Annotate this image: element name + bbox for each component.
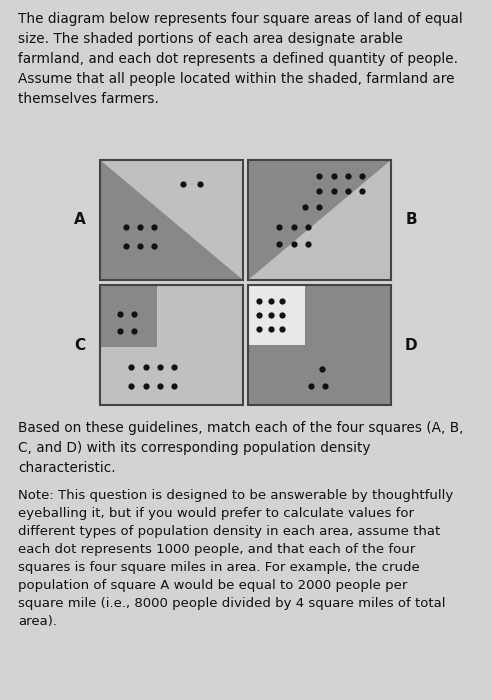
Bar: [100, 160, 243, 280]
Text: Based on these guidelines, match each of the four squares (A, B,
C, and D) with : Based on these guidelines, match each of…: [18, 421, 464, 475]
Bar: [100, 285, 243, 405]
Bar: [248, 160, 391, 280]
Text: Note: This question is designed to be answerable by thoughtfully
eyeballing it, : Note: This question is designed to be an…: [18, 489, 453, 628]
Bar: [248, 285, 391, 405]
Text: The diagram below represents four square areas of land of equal
size. The shaded: The diagram below represents four square…: [18, 12, 463, 106]
Text: D: D: [405, 337, 417, 353]
Bar: [100, 285, 157, 347]
Text: B: B: [405, 213, 417, 228]
Bar: [248, 160, 391, 280]
Text: C: C: [75, 337, 85, 353]
Bar: [100, 285, 243, 405]
Polygon shape: [100, 160, 243, 280]
Bar: [248, 285, 391, 405]
Text: A: A: [74, 213, 86, 228]
Bar: [248, 285, 305, 345]
Polygon shape: [248, 160, 391, 280]
Bar: [100, 160, 243, 280]
